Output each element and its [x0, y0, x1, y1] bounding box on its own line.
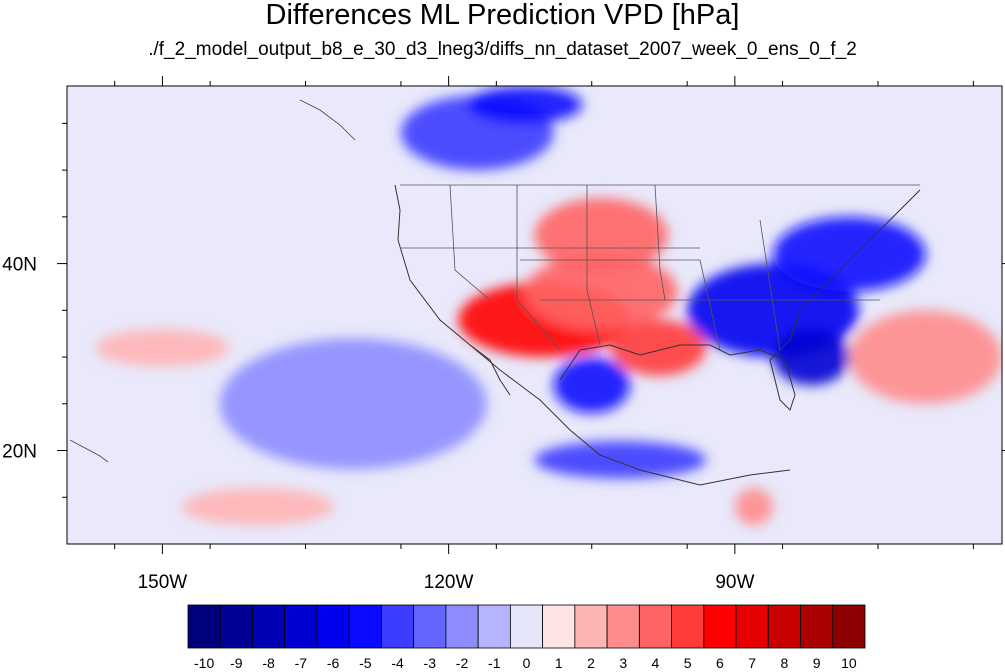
colorbar-label: -2 — [456, 655, 469, 671]
colorbar-label: 9 — [813, 655, 821, 671]
lon-tick-label: 90W — [715, 572, 754, 593]
colorbar-label: 6 — [716, 655, 724, 671]
colorbar-label: -8 — [262, 655, 275, 671]
colorbar-label: 8 — [781, 655, 789, 671]
lat-tick-label: 40N — [2, 255, 37, 276]
longitude-ticks: 150W 120W 90W — [114, 76, 974, 593]
colorbar-swatch — [219, 604, 253, 649]
colorbar-swatch — [187, 604, 221, 649]
plot-frame — [66, 85, 1003, 545]
colorbar-swatch — [445, 604, 479, 649]
colorbar-swatch — [316, 604, 350, 649]
anomaly-region — [95, 329, 230, 367]
anomaly-layer — [95, 86, 1002, 526]
colorbar-swatch — [800, 604, 834, 649]
colorbar-swatch — [252, 604, 286, 649]
colorbar-swatch — [284, 604, 318, 649]
colorbar-swatch — [671, 604, 705, 649]
colorbar-label: -3 — [424, 655, 437, 671]
anomaly-region — [773, 329, 850, 386]
colorbar-swatch — [381, 604, 415, 649]
colorbar-swatch — [703, 604, 737, 649]
coastline-outline — [394, 184, 921, 486]
colorbar-label: 2 — [587, 655, 595, 671]
anomaly-region — [734, 487, 774, 526]
state-borders — [400, 184, 920, 351]
anomaly-region — [553, 357, 630, 414]
anomaly-region — [534, 198, 669, 273]
anomaly-region — [849, 310, 1002, 404]
colorbar-swatch — [638, 604, 672, 649]
lon-tick-label: 150W — [138, 572, 188, 593]
colorbar-swatch — [606, 604, 640, 649]
anomaly-region — [610, 319, 707, 376]
colorbar-label: 3 — [619, 655, 627, 671]
colorbar-swatch — [348, 604, 382, 649]
colorbar-label: -10 — [194, 655, 214, 671]
colorbar-label: -9 — [230, 655, 243, 671]
colorbar-label: 7 — [748, 655, 756, 671]
anomaly-region — [181, 487, 335, 526]
colorbar-swatch — [574, 604, 608, 649]
colorbar-swatch — [542, 604, 576, 649]
anomaly-region — [534, 441, 707, 479]
chart-subtitle: ./f_2_model_output_b8_e_30_d3_lneg3/diff… — [148, 39, 857, 60]
colorbar-label: -5 — [359, 655, 372, 671]
colorbar-label: -7 — [295, 655, 308, 671]
anomaly-region — [773, 216, 926, 292]
colorbar-label: 0 — [523, 655, 531, 671]
lon-tick-label: 120W — [424, 572, 474, 593]
colorbar-swatch — [767, 604, 801, 649]
lat-tick-label: 20N — [2, 442, 37, 463]
colorbar-label: 10 — [841, 655, 857, 671]
anomaly-region — [524, 254, 678, 330]
colorbar-swatch — [477, 604, 511, 649]
latitude-ticks: 40N 20N — [2, 122, 1005, 498]
colorbar-label: 5 — [684, 655, 692, 671]
colorbar-swatch — [509, 604, 544, 649]
colorbar-swatch — [832, 604, 866, 649]
colorbar-label: -1 — [488, 655, 501, 671]
colorbar-label: 1 — [555, 655, 563, 671]
island-outlines — [69, 99, 356, 463]
anomaly-region — [467, 86, 583, 124]
colorbar-swatch — [413, 604, 447, 649]
anomaly-region — [219, 338, 487, 470]
colorbar-label: -4 — [391, 655, 404, 671]
colorbar-label: 4 — [652, 655, 660, 671]
colorbar: -10 -9 -8 -7 -6 -5 -4 -3 -2 -1 0 1 2 3 4 5 6 7 8 9 10 — [187, 604, 866, 671]
chart-title: Differences ML Prediction VPD [hPa] — [265, 0, 740, 31]
colorbar-swatch — [735, 604, 769, 649]
colorbar-label: -6 — [327, 655, 340, 671]
